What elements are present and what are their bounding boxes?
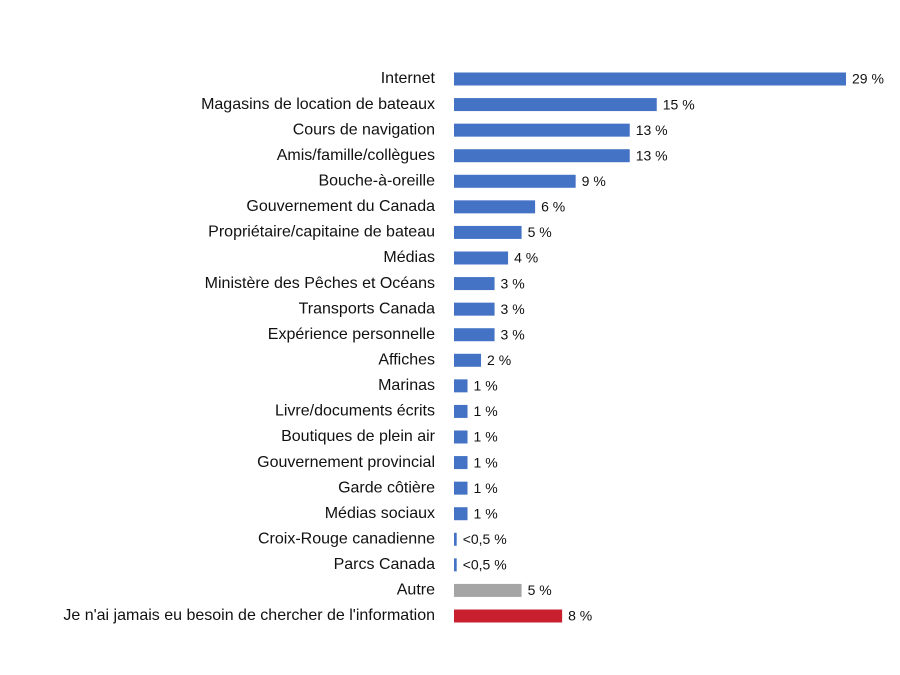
bar	[454, 174, 576, 188]
category-label: Cours de navigation	[293, 121, 435, 138]
value-label: <0,5 %	[463, 531, 507, 547]
value-label: 1 %	[474, 403, 498, 419]
bar	[454, 353, 482, 367]
bar	[454, 72, 846, 86]
value-label: 3 %	[501, 275, 525, 291]
category-label: Je n'ai jamais eu besoin de chercher de …	[63, 607, 435, 624]
category-label: Garde côtière	[338, 479, 435, 496]
bar	[454, 430, 468, 444]
value-label: 9 %	[582, 173, 606, 189]
category-label: Parcs Canada	[334, 556, 435, 573]
category-label: Médias sociaux	[325, 505, 435, 522]
category-label: Médias	[383, 249, 435, 266]
category-label: Amis/famille/collègues	[277, 147, 435, 164]
bar	[454, 123, 630, 137]
bar	[454, 277, 495, 291]
value-label: 3 %	[501, 326, 525, 342]
category-label: Propriétaire/capitaine de bateau	[208, 224, 435, 241]
category-label: Magasins de location de bateaux	[201, 96, 435, 113]
value-label: 4 %	[514, 250, 538, 266]
value-label: 1 %	[474, 480, 498, 496]
category-label: Croix-Rouge canadienne	[258, 531, 435, 548]
category-label: Ministère des Pêches et Océans	[205, 275, 435, 292]
value-label: 13 %	[636, 147, 668, 163]
value-label: 1 %	[474, 454, 498, 470]
bar	[454, 481, 468, 495]
value-label: 2 %	[487, 352, 511, 368]
bar	[454, 379, 468, 393]
bar	[454, 302, 495, 316]
category-label: Bouche-à-oreille	[318, 173, 435, 190]
category-label: Marinas	[378, 377, 435, 394]
category-label: Affiches	[378, 352, 435, 369]
value-label: 3 %	[501, 301, 525, 317]
bar	[454, 532, 457, 546]
bar	[454, 251, 509, 265]
bar	[454, 404, 468, 418]
category-label: Boutiques de plein air	[281, 428, 436, 445]
bar	[454, 583, 522, 597]
value-label: 15 %	[663, 96, 695, 112]
value-label: 5 %	[528, 582, 552, 598]
value-label: <0,5 %	[463, 557, 507, 573]
bar	[454, 609, 563, 623]
value-label: 5 %	[528, 224, 552, 240]
value-label: 6 %	[541, 199, 565, 215]
category-label: Gouvernement du Canada	[246, 198, 435, 215]
value-label: 1 %	[474, 505, 498, 521]
bar	[454, 328, 495, 342]
bar	[454, 200, 536, 214]
category-label: Livre/documents écrits	[275, 403, 435, 420]
bar	[454, 456, 468, 470]
category-label: Autre	[397, 582, 435, 599]
category-label: Expérience personnelle	[268, 326, 435, 343]
category-label: Transports Canada	[299, 300, 435, 317]
value-label: 13 %	[636, 122, 668, 138]
value-label: 1 %	[474, 378, 498, 394]
bar	[454, 149, 630, 163]
value-label: 8 %	[568, 608, 592, 624]
value-label: 1 %	[474, 429, 498, 445]
value-label: 29 %	[852, 71, 884, 87]
bar	[454, 98, 657, 112]
category-label: Internet	[381, 70, 436, 87]
bar	[454, 558, 457, 572]
bar	[454, 225, 522, 239]
category-label: Gouvernement provincial	[257, 454, 435, 471]
bar	[454, 507, 468, 521]
